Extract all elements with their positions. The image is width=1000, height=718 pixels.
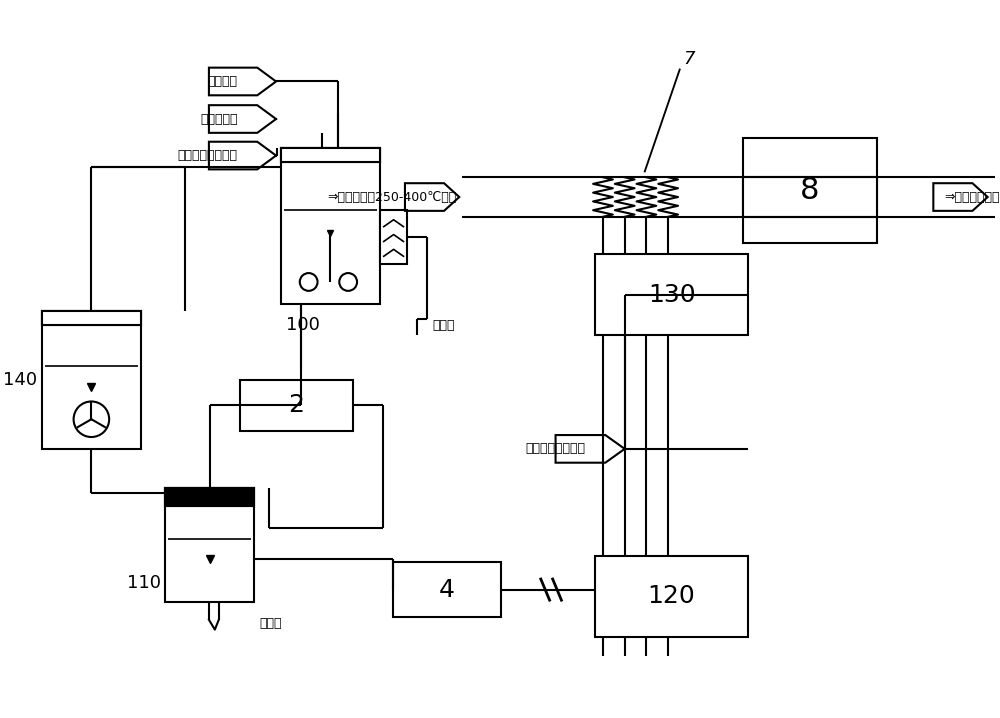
Text: 通入雾化压缩空气: 通入雾化压缩空气	[525, 442, 585, 455]
Text: 120: 120	[648, 584, 695, 608]
Text: 2: 2	[288, 393, 304, 417]
Text: 排地坑: 排地坑	[259, 617, 282, 630]
Text: 4: 4	[439, 577, 455, 602]
Text: 130: 130	[648, 283, 695, 307]
Text: 溶解除盐水: 溶解除盐水	[200, 113, 238, 126]
Text: 8: 8	[800, 176, 820, 205]
Bar	[281, 148, 380, 304]
Bar	[743, 177, 877, 217]
Bar	[595, 254, 748, 335]
Text: 100: 100	[286, 315, 320, 334]
Bar	[393, 562, 501, 617]
Text: ⇒去空预器烟气: ⇒去空预器烟气	[944, 190, 1000, 203]
Text: 排地坑: 排地坑	[432, 319, 455, 332]
Bar	[240, 380, 353, 431]
Bar	[281, 148, 380, 162]
Text: 加热蒸汽: 加热蒸汽	[208, 75, 238, 88]
Bar	[380, 210, 407, 264]
Text: 140: 140	[3, 370, 37, 388]
Bar	[42, 311, 141, 325]
Bar	[281, 148, 380, 162]
Bar	[165, 488, 254, 602]
Text: ⇒省煤器出口250-400℃烟气: ⇒省煤器出口250-400℃烟气	[328, 190, 457, 203]
Bar	[743, 138, 877, 243]
Bar	[42, 311, 141, 449]
Text: 7: 7	[683, 50, 695, 67]
Bar	[165, 488, 254, 506]
Bar	[165, 488, 254, 506]
Text: 110: 110	[127, 574, 161, 592]
Text: 投入碳酸氢铵颗粒: 投入碳酸氢铵颗粒	[178, 149, 238, 162]
Bar	[42, 311, 141, 325]
Bar	[595, 556, 748, 637]
